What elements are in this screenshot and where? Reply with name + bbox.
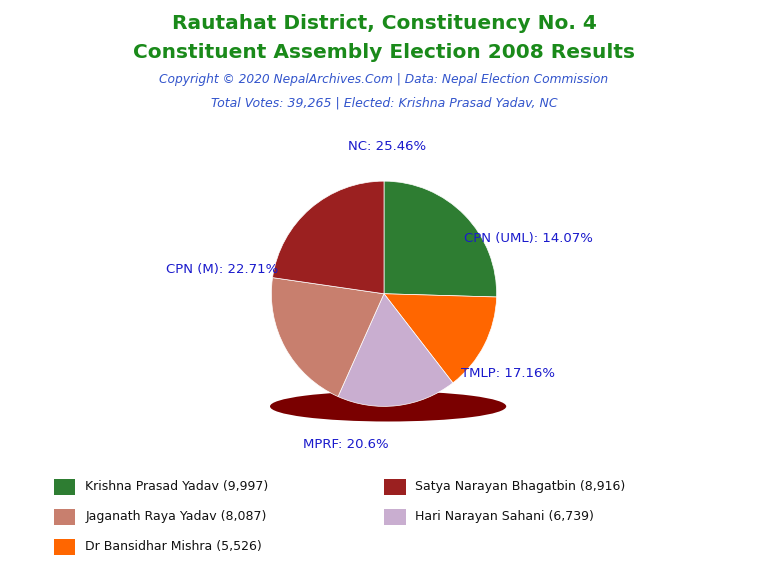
Text: MPRF: 20.6%: MPRF: 20.6% bbox=[303, 438, 389, 452]
Text: Jaganath Raya Yadav (8,087): Jaganath Raya Yadav (8,087) bbox=[85, 510, 266, 523]
Text: Krishna Prasad Yadav (9,997): Krishna Prasad Yadav (9,997) bbox=[85, 480, 269, 493]
Text: CPN (UML): 14.07%: CPN (UML): 14.07% bbox=[464, 232, 593, 245]
Wedge shape bbox=[338, 294, 453, 407]
Text: TMLP: 17.16%: TMLP: 17.16% bbox=[461, 367, 554, 380]
Text: Constituent Assembly Election 2008 Results: Constituent Assembly Election 2008 Resul… bbox=[133, 43, 635, 62]
Ellipse shape bbox=[270, 391, 506, 422]
Text: Satya Narayan Bhagatbin (8,916): Satya Narayan Bhagatbin (8,916) bbox=[415, 480, 626, 493]
Text: Total Votes: 39,265 | Elected: Krishna Prasad Yadav, NC: Total Votes: 39,265 | Elected: Krishna P… bbox=[210, 97, 558, 110]
Wedge shape bbox=[384, 181, 497, 297]
Wedge shape bbox=[273, 181, 384, 294]
Wedge shape bbox=[271, 278, 384, 397]
Text: Dr Bansidhar Mishra (5,526): Dr Bansidhar Mishra (5,526) bbox=[85, 540, 262, 553]
Text: CPN (M): 22.71%: CPN (M): 22.71% bbox=[166, 263, 278, 275]
Text: Copyright © 2020 NepalArchives.Com | Data: Nepal Election Commission: Copyright © 2020 NepalArchives.Com | Dat… bbox=[160, 73, 608, 86]
Text: Hari Narayan Sahani (6,739): Hari Narayan Sahani (6,739) bbox=[415, 510, 594, 523]
Text: Rautahat District, Constituency No. 4: Rautahat District, Constituency No. 4 bbox=[171, 14, 597, 33]
Text: NC: 25.46%: NC: 25.46% bbox=[348, 141, 425, 153]
Wedge shape bbox=[384, 294, 497, 383]
